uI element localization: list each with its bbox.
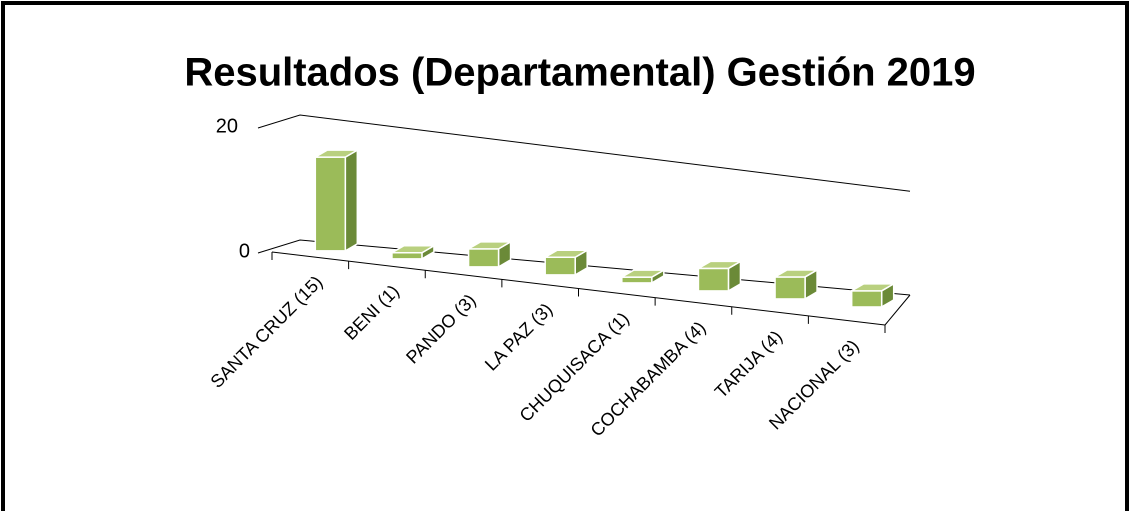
bar-group	[772, 268, 820, 301]
bar-group	[389, 244, 437, 261]
bar-top	[848, 283, 897, 292]
bar-top	[772, 269, 820, 278]
bar	[621, 276, 653, 284]
bar-top	[542, 249, 590, 259]
bar	[850, 290, 883, 308]
y-tick-label: 20	[216, 115, 238, 137]
bar-group	[619, 268, 667, 285]
grid-line	[257, 114, 911, 192]
bar-group	[312, 148, 361, 253]
bar	[774, 276, 806, 300]
floor-back-edge	[884, 294, 911, 326]
bar-top	[465, 241, 514, 250]
bar-group	[542, 248, 590, 277]
bar-group	[465, 240, 514, 269]
x-tick-label: SANTA CRUZ (15)	[207, 272, 327, 392]
x-tick-label: BENI (1)	[340, 281, 403, 344]
bar-group	[848, 282, 897, 309]
bar-top	[312, 149, 361, 158]
bar	[314, 156, 347, 252]
x-tick-label: NACIONAL (3)	[765, 336, 863, 434]
chart-title: Resultados (Departamental) Gestión 2019	[184, 51, 975, 95]
bar	[391, 251, 423, 260]
bar-top	[619, 269, 667, 278]
bar-group	[695, 260, 744, 293]
x-tick-label: LA PAZ (3)	[481, 299, 556, 374]
bar-top	[695, 260, 744, 270]
bar	[544, 256, 576, 276]
bar-top	[389, 244, 437, 254]
x-tick-label: PANDO (3)	[402, 290, 480, 368]
bar	[467, 248, 500, 268]
bar-side	[344, 148, 359, 253]
x-tick-label: TARIJA (4)	[711, 327, 786, 402]
y-tick-label: 0	[239, 240, 250, 262]
bar	[697, 267, 730, 292]
